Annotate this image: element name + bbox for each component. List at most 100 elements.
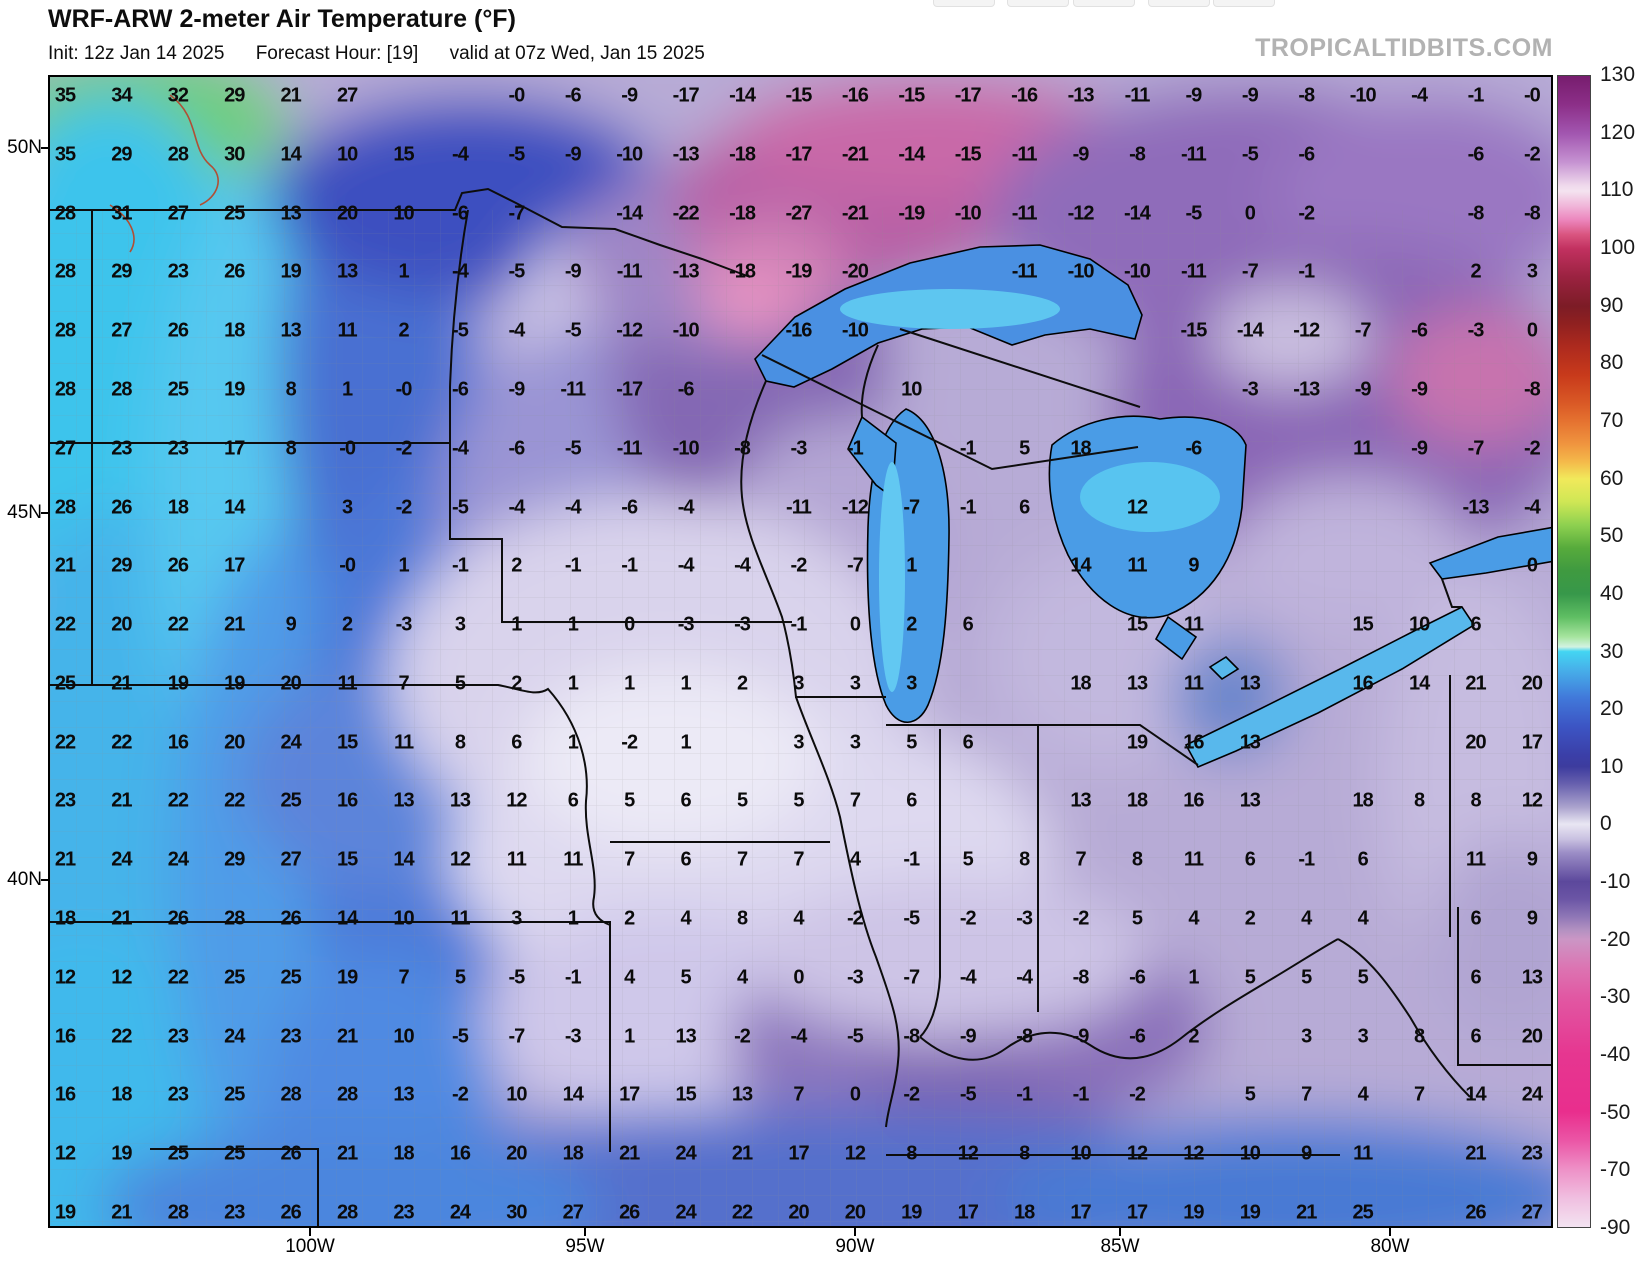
temp-value: 26: [280, 1201, 302, 1224]
temp-value: 8: [454, 731, 466, 754]
temp-value: 24: [224, 1025, 245, 1048]
colorbar-tick-label: -90: [1600, 1216, 1631, 1239]
temp-value: 3: [342, 496, 353, 519]
temp-value: 11: [1183, 672, 1204, 695]
temp-value: -2: [903, 1083, 920, 1106]
temp-value: 7: [1301, 1083, 1312, 1106]
temp-value: 13: [336, 260, 358, 283]
temp-value: 18: [1070, 437, 1091, 460]
temp-value: -6: [677, 378, 695, 401]
temp-value: 26: [280, 907, 302, 930]
temp-value: -6: [1129, 966, 1146, 989]
temp-value: 24: [675, 1142, 696, 1165]
temp-value: -2: [959, 907, 977, 930]
temp-value: -5: [508, 143, 525, 166]
temp-value: -9: [621, 84, 638, 107]
temp-value: 16: [449, 1142, 471, 1165]
temp-value: 5: [680, 966, 692, 989]
temp-value: 15: [675, 1083, 696, 1106]
temp-value: 1: [398, 554, 409, 577]
temp-value: 13: [1521, 966, 1543, 989]
page-title: WRF-ARW 2-meter Air Temperature (°F): [48, 5, 516, 33]
temp-value: 6: [511, 731, 522, 754]
temp-value: -4: [508, 496, 525, 519]
temp-value: 5: [454, 672, 466, 695]
temp-value: 8: [1019, 848, 1030, 871]
temp-value: 7: [793, 848, 804, 871]
temp-value: 19: [167, 672, 189, 695]
temp-value: 0: [849, 613, 861, 636]
temp-value: 21: [111, 1201, 132, 1224]
temp-value: 20: [1465, 731, 1486, 754]
temp-value: 12: [111, 966, 132, 989]
colorbar-tick-label: 60: [1600, 466, 1624, 490]
temp-value: 18: [167, 496, 189, 519]
temp-value: -7: [846, 554, 864, 577]
top-nav-button[interactable]: [1213, 0, 1275, 7]
temp-value: 18: [111, 1083, 132, 1106]
colorbar-tick-label: 110: [1600, 178, 1634, 202]
temp-value: -11: [786, 496, 812, 519]
temp-value: 25: [54, 672, 76, 695]
temp-value: 5: [1301, 966, 1312, 989]
top-nav-button[interactable]: [1073, 0, 1135, 7]
temp-value: 25: [280, 966, 302, 989]
temp-value: 16: [1352, 672, 1374, 695]
temp-value: 2: [736, 672, 748, 695]
temp-value: -5: [452, 496, 469, 519]
temp-value: 13: [731, 1083, 753, 1106]
temp-value: 5: [1244, 966, 1256, 989]
temp-value: 6: [680, 789, 692, 812]
lat-tick: [41, 879, 50, 882]
temp-value: 30: [224, 143, 245, 166]
temp-value: -9: [1072, 143, 1090, 166]
temp-value: 11: [1353, 1142, 1373, 1165]
temp-value: 16: [167, 731, 189, 754]
temp-value: 12: [1183, 1142, 1204, 1165]
lon-label: 80W: [1370, 1236, 1410, 1257]
temp-value: 1: [624, 1025, 635, 1048]
temp-value: 21: [111, 672, 132, 695]
temp-value: 5: [1357, 966, 1369, 989]
temp-value: -12: [616, 319, 643, 342]
temp-value: -8: [1524, 378, 1541, 401]
temp-value: 25: [167, 378, 189, 401]
temp-value: -3: [790, 437, 808, 460]
temp-value: -3: [564, 1025, 582, 1048]
temp-value: 12: [54, 1142, 76, 1165]
temp-value: -3: [1241, 378, 1259, 401]
temp-value: 23: [280, 1025, 302, 1048]
temp-value: 13: [675, 1025, 696, 1048]
temp-value: 4: [1188, 907, 1199, 930]
forecast-hour: Forecast Hour: [19]: [255, 43, 419, 64]
temp-value: 23: [111, 437, 132, 460]
lon-label: 90W: [835, 1236, 875, 1257]
temp-value: -3: [677, 613, 695, 636]
temp-value: -1: [846, 437, 864, 460]
temp-value: 13: [393, 789, 414, 812]
temp-value: 21: [1296, 1201, 1317, 1224]
temp-value: 22: [111, 731, 132, 754]
watermark: TROPICALTIDBITS.COM: [1255, 34, 1553, 62]
temp-value: 14: [1070, 554, 1091, 577]
colorbar-tick-label: -30: [1600, 985, 1631, 1009]
temp-value: 16: [336, 789, 358, 812]
colorbar-tick-label: 30: [1600, 639, 1624, 663]
top-nav-button[interactable]: [1148, 0, 1210, 7]
temp-value: -5: [1241, 143, 1259, 166]
temp-value: -1: [621, 554, 638, 577]
temp-value: 0: [849, 1083, 861, 1106]
temp-value: 11: [1183, 613, 1204, 636]
temp-value: 25: [224, 966, 245, 989]
top-nav-button[interactable]: [1007, 0, 1069, 7]
temp-value: -15: [785, 84, 813, 107]
top-nav-button[interactable]: [933, 0, 995, 7]
init-time: Init: 12z Jan 14 2025: [48, 43, 225, 64]
temp-value: -5: [1185, 202, 1202, 225]
lake-erie: [1184, 605, 1476, 769]
temp-value: 18: [1352, 789, 1374, 812]
lon-tick: [1119, 1228, 1121, 1236]
temp-value: -14: [1124, 202, 1151, 225]
temp-value: 6: [567, 789, 579, 812]
lon-label: 95W: [565, 1236, 605, 1257]
